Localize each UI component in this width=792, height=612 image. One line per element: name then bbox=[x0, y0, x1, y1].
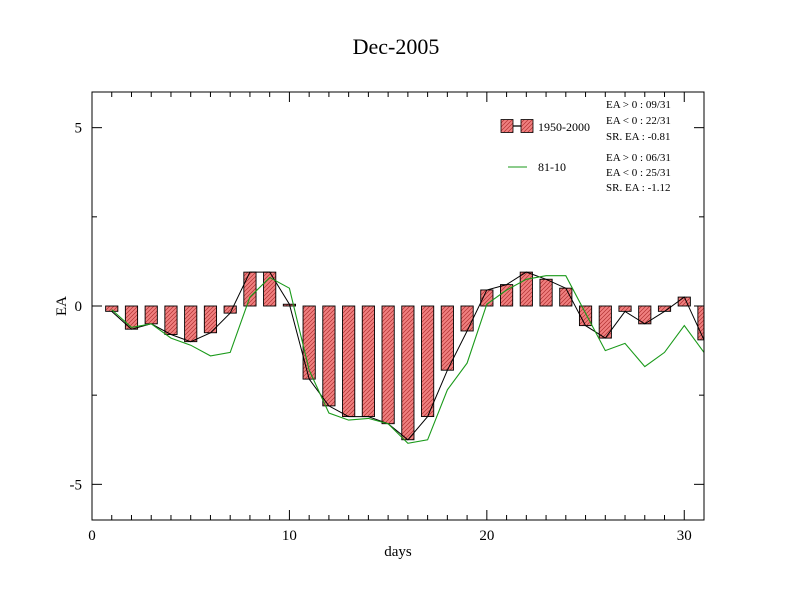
series-line-81-10 bbox=[111, 275, 705, 444]
legend-swatch-bars bbox=[500, 119, 514, 133]
x-tick-label: 0 bbox=[88, 528, 96, 544]
stat-line: SR. EA : -1.12 bbox=[606, 182, 670, 194]
y-axis-label: EA bbox=[54, 296, 70, 316]
bar bbox=[381, 305, 395, 425]
bar bbox=[578, 305, 593, 327]
y-tick-label: 5 bbox=[75, 121, 83, 137]
bar bbox=[342, 305, 356, 418]
bar bbox=[697, 305, 705, 341]
stat-line: EA < 0 : 25/31 bbox=[606, 167, 671, 179]
y-tick-label: -5 bbox=[70, 477, 83, 493]
bar bbox=[598, 305, 612, 339]
tick-labels: 0 10 20 30 -5 0 5 bbox=[70, 121, 692, 544]
stat-line: SR. EA : -0.81 bbox=[606, 131, 670, 143]
bar bbox=[460, 305, 474, 332]
stat-line: EA > 0 : 06/31 bbox=[606, 152, 671, 164]
chart-title: Dec-2005 bbox=[353, 34, 440, 59]
stats-81-10: EA > 0 : 06/31 EA < 0 : 25/31 SR. EA : -… bbox=[606, 152, 671, 194]
x-tick-label: 30 bbox=[677, 528, 692, 544]
bar bbox=[361, 305, 375, 418]
bar bbox=[144, 305, 158, 325]
bar bbox=[184, 305, 198, 343]
legend-swatch-bars bbox=[520, 119, 534, 133]
stat-line: EA > 0 : 09/31 bbox=[606, 99, 671, 111]
bar bbox=[618, 305, 632, 312]
stats-1950-2000: EA > 0 : 09/31 EA < 0 : 22/31 SR. EA : -… bbox=[606, 99, 671, 143]
bar bbox=[421, 305, 435, 418]
bar bbox=[401, 305, 415, 441]
x-tick-label: 20 bbox=[479, 528, 494, 544]
bar bbox=[440, 305, 454, 371]
legend: 1950-2000 81-10 EA > 0 : 09/31 EA < 0 : … bbox=[500, 99, 671, 194]
y-tick-label: 0 bbox=[75, 299, 83, 315]
bar bbox=[105, 305, 119, 312]
x-axis-label: days bbox=[384, 544, 412, 560]
bar bbox=[677, 296, 691, 307]
lines-group bbox=[111, 271, 705, 444]
legend-entry-81-10: 81-10 bbox=[508, 160, 566, 174]
series-line-1950-2000 bbox=[111, 271, 705, 441]
bar bbox=[322, 305, 336, 407]
x-tick-label: 10 bbox=[282, 528, 297, 544]
legend-entry-1950-2000: 1950-2000 bbox=[500, 119, 590, 134]
plot-frame bbox=[91, 91, 705, 521]
bar bbox=[519, 271, 533, 307]
legend-label-81-10: 81-10 bbox=[538, 160, 566, 174]
legend-label-1950-2000: 1950-2000 bbox=[538, 120, 590, 134]
bar bbox=[539, 278, 553, 307]
bars-group bbox=[105, 271, 705, 441]
bar bbox=[164, 305, 178, 335]
bar bbox=[243, 271, 257, 307]
axis-ticks bbox=[91, 92, 705, 520]
stat-line: EA < 0 : 22/31 bbox=[606, 115, 671, 127]
